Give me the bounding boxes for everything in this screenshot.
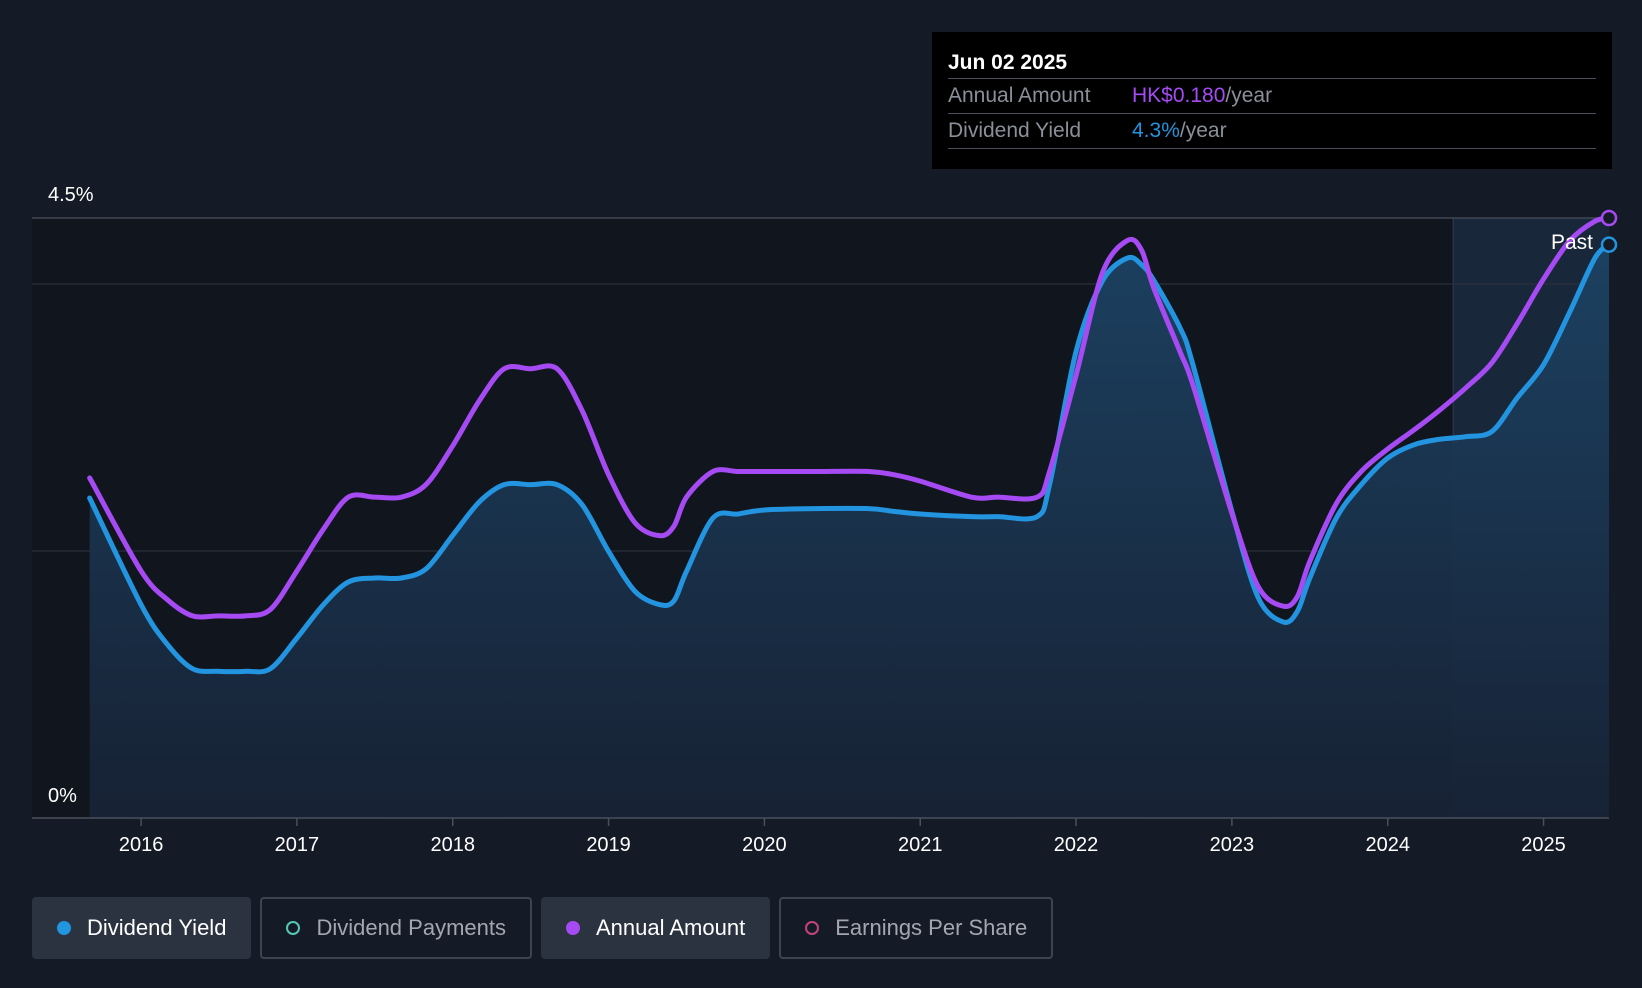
x-tick-label: 2022 xyxy=(1054,834,1099,856)
x-tick-label: 2024 xyxy=(1365,834,1410,856)
dividend-yield-line[interactable] xyxy=(87,242,1612,675)
legend-label: Earnings Per Share xyxy=(835,915,1028,940)
legend-earnings-per-share[interactable]: Earnings Per Share xyxy=(779,897,1054,959)
legend-label: Dividend Yield xyxy=(87,915,227,940)
x-tick-label: 2021 xyxy=(898,834,943,856)
x-tick-label: 2018 xyxy=(430,834,475,856)
y-axis-bottom-label: 0% xyxy=(48,785,77,807)
dividend-payments-marker-icon xyxy=(286,921,301,935)
dividend-yield-marker-icon xyxy=(57,921,71,935)
earnings-per-share-marker-icon xyxy=(805,921,820,935)
legend-annual-amount[interactable]: Annual Amount xyxy=(540,897,771,959)
x-tick-label: 2023 xyxy=(1210,834,1255,856)
x-tick-label: 2019 xyxy=(586,834,631,856)
tooltip-row-dividend-yield: Dividend Yield 4.3% /year xyxy=(948,113,1596,149)
tooltip-date: Jun 02 2025 xyxy=(948,51,1068,74)
legend-dividend-payments[interactable]: Dividend Payments xyxy=(260,897,532,959)
annual-amount-line[interactable] xyxy=(87,215,1612,620)
x-tick-label: 2017 xyxy=(275,834,320,856)
tooltip-unit: /year xyxy=(1225,84,1273,107)
tooltip-label: Dividend Yield xyxy=(948,119,1082,142)
legend-dividend-yield[interactable]: Dividend Yield xyxy=(32,897,252,959)
annual-amount-end-marker[interactable] xyxy=(1600,209,1618,227)
dividend-yield-area xyxy=(89,244,1610,818)
y-axis-top-label: 4.5% xyxy=(48,184,94,206)
tooltip-row-annual-amount: Annual Amount HK$0.180 /year xyxy=(948,78,1596,113)
tooltip-value: HK$0.180 xyxy=(1132,84,1226,107)
tooltip-unit: /year xyxy=(1179,119,1227,142)
legend-label: Annual Amount xyxy=(595,915,746,940)
legend-label: Dividend Payments xyxy=(316,915,506,940)
dividend-yield-end-marker[interactable] xyxy=(1600,236,1618,253)
x-axis-ticks: 2016 2017 2018 2019 2020 2021 2022 2023 2024 2025 xyxy=(119,818,1566,856)
x-tick-label: 2016 xyxy=(119,834,164,856)
x-tick-label: 2020 xyxy=(742,834,787,856)
hover-tooltip: Jun 02 2025 Annual Amount HK$0.180 /year… xyxy=(932,32,1612,169)
annual-amount-marker-icon xyxy=(565,921,580,935)
past-label: Past xyxy=(1551,231,1593,254)
x-tick-label: 2025 xyxy=(1521,834,1566,856)
tooltip-label: Annual Amount xyxy=(948,84,1091,107)
chart-legend: Dividend Yield Dividend Payments Annual … xyxy=(32,897,1054,959)
tooltip-value: 4.3% xyxy=(1132,119,1180,142)
